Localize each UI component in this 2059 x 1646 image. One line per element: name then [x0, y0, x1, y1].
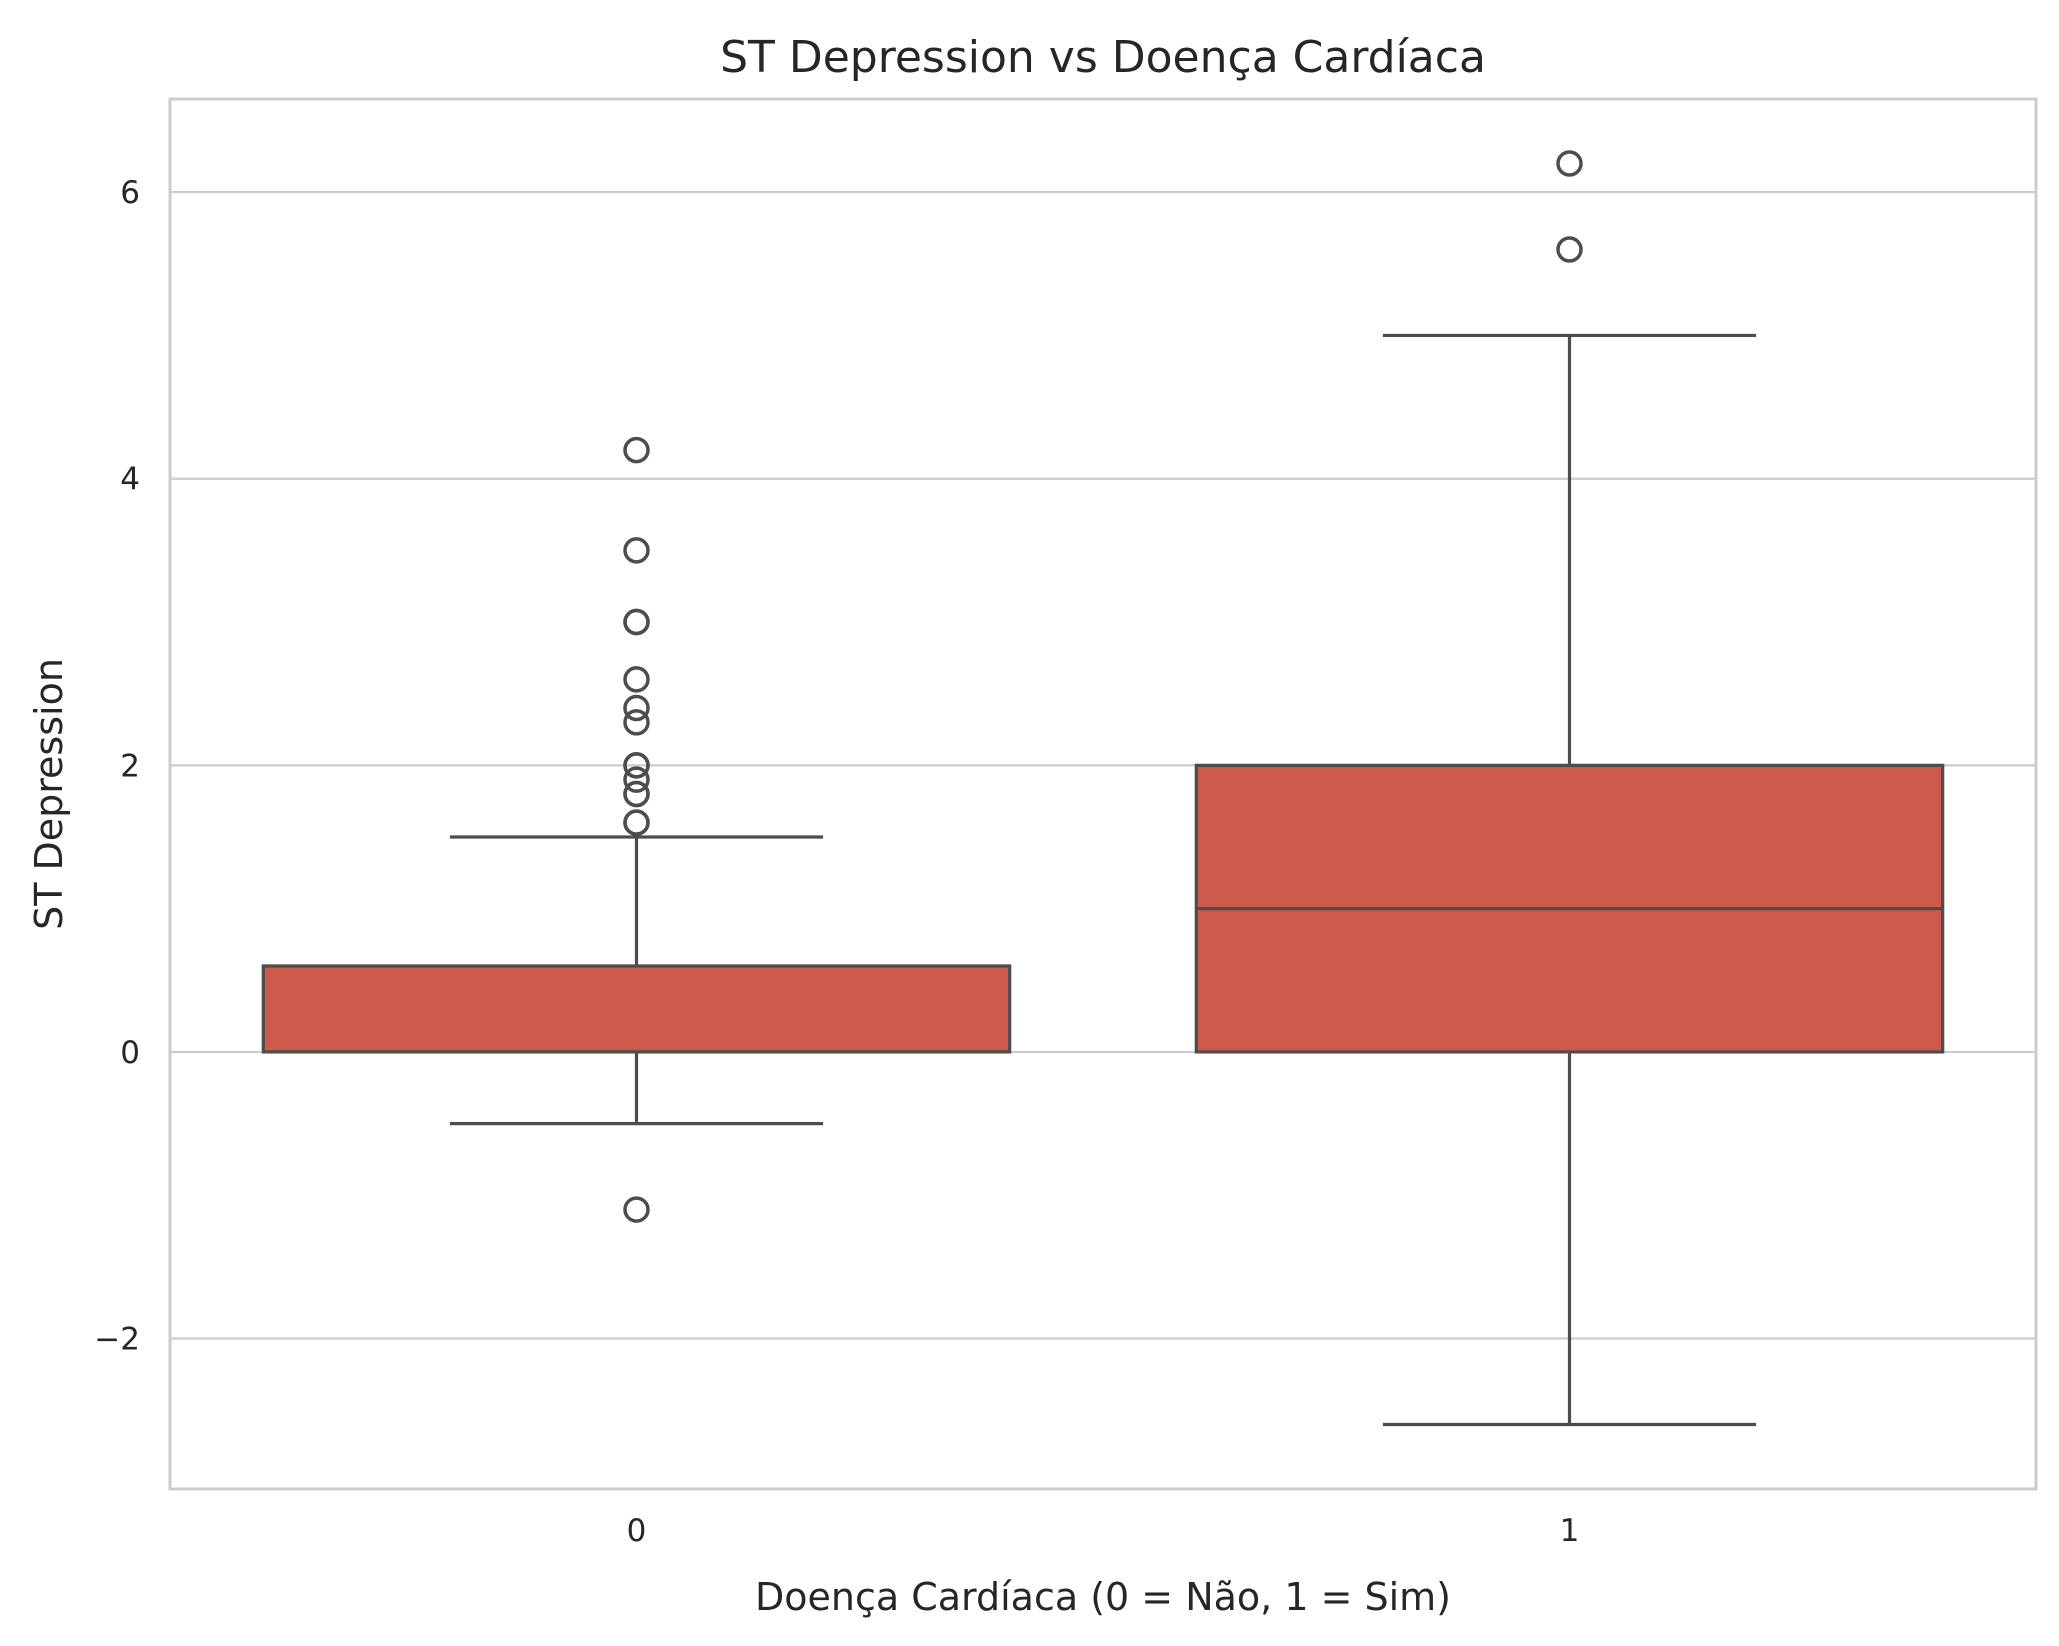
outlier-point — [623, 537, 650, 564]
outlier-point — [623, 709, 650, 736]
box-group — [1194, 150, 1945, 1427]
outlier-point — [623, 666, 650, 693]
outlier-point — [623, 766, 650, 793]
y-axis-label: ST Depression — [27, 658, 71, 930]
outlier-point — [623, 780, 650, 808]
outlier-point — [623, 1196, 650, 1223]
x-axis-label: Doença Cardíaca (0 = Não, 1 = Sim) — [755, 1575, 1451, 1619]
iqr-box — [261, 964, 1012, 1054]
y-tick-label: 4 — [120, 462, 140, 498]
outlier-point — [623, 752, 650, 779]
y-tick-label: −2 — [94, 1322, 140, 1358]
y-tick-label: 0 — [120, 1035, 140, 1071]
y-tick-label: 2 — [120, 748, 140, 784]
outlier-point — [623, 436, 650, 464]
x-tick-label: 0 — [627, 1513, 647, 1549]
outlier-point — [623, 608, 650, 636]
box-group — [261, 436, 1012, 1223]
chart-title: ST Depression vs Doença Cardíaca — [720, 32, 1486, 83]
y-tick-label: 6 — [120, 175, 140, 211]
outlier-point — [623, 694, 650, 722]
outlier-point — [1556, 236, 1583, 263]
outlier-point — [1556, 150, 1583, 177]
outlier-point — [623, 809, 650, 836]
y-tick-labels: −2 0 2 4 6 — [94, 175, 140, 1357]
box-series — [261, 150, 1945, 1427]
x-tick-label: 1 — [1560, 1513, 1580, 1549]
plot-frame — [168, 97, 2038, 1491]
